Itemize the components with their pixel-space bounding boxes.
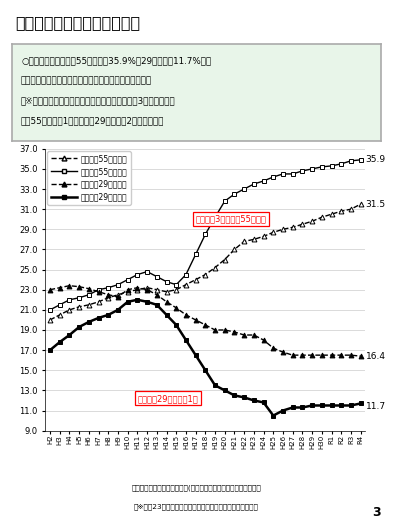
Text: ○　建設業就業者は、55歳以上が35.9%、29歳以下が11.7%と高: ○ 建設業就業者は、55歳以上が35.9%、29歳以下が11.7%と高 [21, 56, 211, 65]
Text: 35.9: 35.9 [365, 156, 386, 164]
Text: 建設業：29歳以下は1割: 建設業：29歳以下は1割 [138, 394, 198, 403]
Text: 建設業：3割以上が55歳以上: 建設業：3割以上が55歳以上 [196, 215, 266, 224]
Text: 16.4: 16.4 [365, 352, 386, 361]
Text: （※平成23年データは、東日本大震災の影響により推計値）: （※平成23年データは、東日本大震災の影響により推計値） [134, 504, 259, 511]
Text: 齢化が進行し、次世代への技術承継が大きな課題。: 齢化が進行し、次世代への技術承継が大きな課題。 [21, 76, 152, 85]
Text: 出典：総務省「労働力調査」(暦年平均）を基に国土交通省で算出: 出典：総務省「労働力調査」(暦年平均）を基に国土交通省で算出 [132, 484, 261, 491]
Text: 55歳以上が1万人増加（29歳以下は2万人減少）。: 55歳以上が1万人増加（29歳以下は2万人減少）。 [21, 117, 165, 126]
Text: 建設業就業者の高齢化の進行: 建設業就業者の高齢化の進行 [15, 16, 141, 30]
Text: ※実数ベースでは、建設業就業者数のうち令和3年と比較して: ※実数ベースでは、建設業就業者数のうち令和3年と比較して [21, 97, 176, 105]
Text: 3: 3 [373, 506, 381, 519]
Legend: 全産業（55歳以上）, 建設業（55歳以上）, 全産業（29歳以下）, 建設業（29歳以下）: 全産業（55歳以上）, 建設業（55歳以上）, 全産業（29歳以下）, 建設業（… [48, 151, 131, 205]
Text: 31.5: 31.5 [365, 199, 386, 209]
Text: 11.7: 11.7 [365, 402, 386, 411]
